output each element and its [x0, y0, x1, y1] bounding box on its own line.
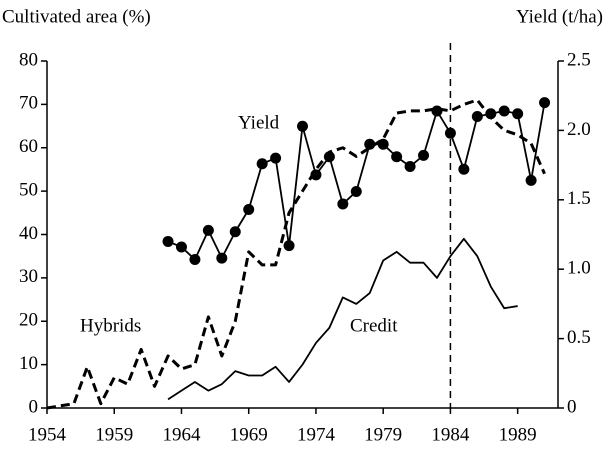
data-point [471, 111, 483, 123]
data-point [539, 97, 551, 109]
x-tick-label: 1954 [28, 424, 67, 445]
data-point [404, 160, 416, 172]
data-point [283, 240, 295, 252]
data-point [337, 198, 349, 210]
series-label: Hybrids [80, 315, 141, 336]
x-tick-label: 1989 [499, 424, 537, 445]
series-line [46, 98, 546, 410]
data-point [391, 151, 403, 163]
data-point [431, 105, 443, 117]
series-line [167, 102, 546, 261]
series-label: Credit [350, 315, 398, 336]
y-tick-label: 60 [19, 136, 38, 157]
x-tick-label: 1974 [297, 424, 336, 445]
y2-axis-label: Yield (t/ha) [516, 6, 603, 27]
y2-tick-label: 1.0 [567, 258, 591, 279]
data-point [175, 241, 187, 253]
data-point [216, 252, 228, 264]
y-tick-label: 20 [19, 310, 38, 331]
y-tick-label: 70 [19, 93, 38, 114]
x-tick-label: 1969 [230, 424, 268, 445]
x-tick-label: 1964 [162, 424, 201, 445]
data-point [229, 226, 241, 238]
y-tick-label: 40 [19, 223, 38, 244]
y2-tick-label: 0.5 [567, 327, 591, 348]
data-point [350, 185, 362, 197]
y2-tick-label: 1.5 [567, 188, 591, 209]
data-point [202, 224, 214, 236]
data-point [243, 204, 255, 216]
y-tick-label: 50 [19, 179, 38, 200]
data-point [485, 108, 497, 120]
data-point [189, 253, 201, 265]
x-tick-label: 1959 [95, 424, 133, 445]
y-tick-label: 10 [19, 353, 38, 374]
y-tick-label: 30 [19, 266, 38, 287]
data-point [297, 120, 308, 132]
data-point [444, 127, 456, 139]
y-tick-label: 80 [19, 49, 38, 70]
series-label: Yield [238, 112, 280, 133]
x-tick-label: 1979 [364, 424, 402, 445]
x-tick-label: 1984 [431, 424, 470, 445]
data-point [310, 169, 322, 181]
data-point [270, 152, 282, 164]
y2-tick-label: 0 [567, 396, 577, 417]
data-point [525, 174, 537, 186]
data-point [364, 138, 376, 150]
data-point [418, 149, 430, 161]
data-point [256, 158, 268, 170]
data-point [458, 163, 470, 175]
series-line [167, 237, 518, 401]
data-point [323, 151, 335, 163]
data-point [377, 138, 389, 150]
data-point [498, 105, 510, 117]
y2-tick-label: 2.0 [567, 119, 591, 140]
data-point [512, 108, 524, 120]
y-tick-label: 0 [29, 396, 39, 417]
y-axis-label: Cultivated area (%) [2, 6, 151, 27]
data-point [162, 235, 174, 247]
y2-tick-label: 2.5 [567, 49, 591, 70]
